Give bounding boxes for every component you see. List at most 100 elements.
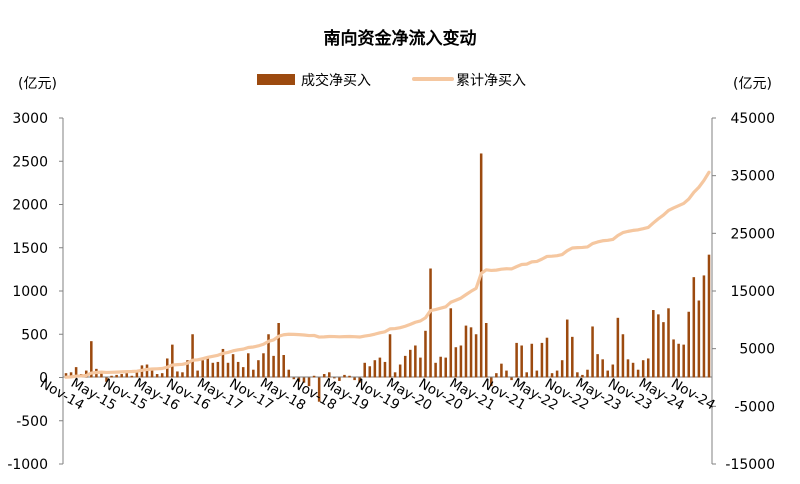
bar — [484, 323, 488, 378]
left-tick-label: 0 — [39, 371, 48, 387]
bar — [64, 373, 68, 378]
bar — [677, 343, 680, 378]
legend: 成交净买入 累计净买入 — [257, 72, 526, 89]
right-tick-label: 35000 — [730, 169, 775, 185]
bar — [90, 341, 93, 378]
right-tick-label: 5000 — [739, 342, 775, 358]
bar — [398, 364, 402, 378]
bar — [591, 326, 594, 378]
bar — [414, 345, 417, 378]
bar — [454, 347, 458, 378]
bar — [657, 314, 660, 378]
bar — [363, 362, 366, 378]
left-axis-unit: (亿元) — [18, 76, 57, 92]
bar — [110, 375, 113, 378]
bar — [641, 360, 645, 378]
bar — [459, 345, 463, 378]
bar — [196, 370, 199, 378]
bar — [616, 317, 620, 378]
bar — [206, 357, 210, 378]
bar — [226, 362, 230, 378]
bar — [282, 355, 285, 378]
bar — [702, 275, 706, 378]
bar — [576, 372, 579, 378]
bar — [631, 362, 635, 378]
bar — [302, 377, 306, 383]
bar — [495, 373, 498, 378]
bar — [292, 377, 296, 380]
bar — [449, 308, 453, 378]
bar — [211, 362, 215, 378]
bar — [530, 343, 534, 378]
bar — [707, 254, 711, 378]
bar — [191, 334, 194, 378]
bar — [297, 377, 301, 382]
bar — [333, 377, 336, 379]
bar — [596, 354, 599, 378]
bar — [586, 369, 589, 378]
bar — [697, 300, 701, 378]
bar-series — [64, 153, 711, 402]
bar — [221, 348, 225, 378]
bar — [135, 372, 139, 378]
bar — [474, 334, 478, 378]
bar — [105, 377, 108, 382]
left-tick-label: 1000 — [12, 284, 48, 300]
bar — [247, 353, 250, 378]
bar — [358, 377, 361, 383]
bar — [287, 369, 291, 378]
right-axis-unit: (亿元) — [733, 76, 772, 92]
bar — [515, 342, 518, 378]
right-tick-label: 15000 — [730, 284, 775, 300]
bar — [171, 344, 174, 378]
bar — [252, 369, 255, 378]
bar — [439, 356, 442, 378]
bar — [368, 366, 372, 378]
bar — [262, 353, 265, 378]
bar — [216, 361, 220, 378]
bar — [155, 374, 159, 378]
right-tick-label: -15000 — [725, 457, 775, 473]
bar — [328, 372, 331, 378]
bar — [388, 334, 392, 378]
right-tick-label: 25000 — [730, 226, 775, 242]
bar — [312, 375, 316, 378]
bar — [626, 359, 630, 378]
bar — [176, 371, 179, 378]
bar — [241, 367, 245, 378]
bar — [307, 377, 311, 387]
bar — [409, 349, 412, 378]
bar — [565, 319, 569, 378]
bar — [525, 372, 528, 378]
bar — [672, 339, 675, 378]
bar — [277, 323, 280, 378]
right-tick-label: -5000 — [734, 399, 775, 415]
legend-swatch-bar — [257, 74, 295, 85]
bar — [601, 359, 604, 378]
x-axis: Nov-14May-15Nov-15May-16Nov-16May-17Nov-… — [37, 375, 718, 414]
bar — [257, 360, 260, 378]
bar — [520, 345, 523, 378]
bar — [555, 370, 559, 378]
bar — [510, 377, 513, 381]
bar — [100, 372, 103, 378]
bar — [662, 322, 665, 378]
bar — [550, 373, 554, 378]
bar — [150, 370, 154, 378]
bar — [505, 370, 508, 378]
legend-label-line: 累计净买入 — [456, 73, 526, 89]
bar — [682, 344, 685, 378]
left-tick-label: 2000 — [12, 198, 48, 214]
bar — [424, 330, 427, 378]
bar — [236, 361, 240, 378]
bar — [186, 360, 189, 378]
bar — [560, 360, 564, 378]
bar — [636, 369, 640, 378]
left-tick-label: -500 — [16, 414, 48, 430]
bar — [500, 363, 503, 378]
bar — [646, 358, 650, 378]
bar — [571, 336, 574, 378]
bar — [338, 377, 341, 381]
bar — [383, 361, 387, 378]
